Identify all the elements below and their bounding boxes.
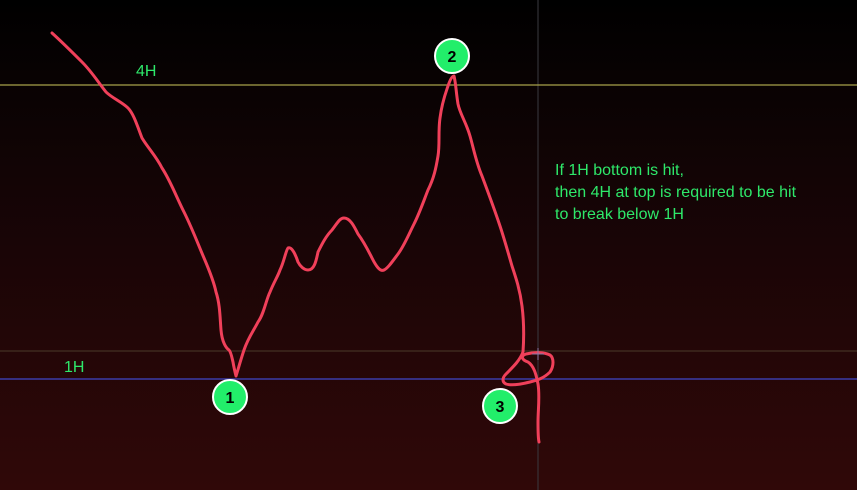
marker-2-label: 2 [448,49,457,66]
level-label-4h: 4H [136,63,156,80]
annotation-line-2: then 4H at top is required to be hit [555,184,797,201]
marker-3-label: 3 [496,399,505,416]
marker-1: 1 [212,379,248,415]
marker-3: 3 [482,388,518,424]
marker-2: 2 [434,38,470,74]
marker-3-circle [482,388,518,424]
level-label-1h: 1H [64,359,84,376]
marker-2-circle [434,38,470,74]
annotation-line-1: If 1H bottom is hit, [555,162,684,179]
annotation-note: If 1H bottom is hit, then 4H at top is r… [555,160,855,226]
marker-1-label: 1 [226,390,235,407]
annotation-line-3: to break below 1H [555,206,684,223]
marker-1-circle [212,379,248,415]
crosshair-cursor-icon [532,348,544,360]
price-path [50,31,555,444]
